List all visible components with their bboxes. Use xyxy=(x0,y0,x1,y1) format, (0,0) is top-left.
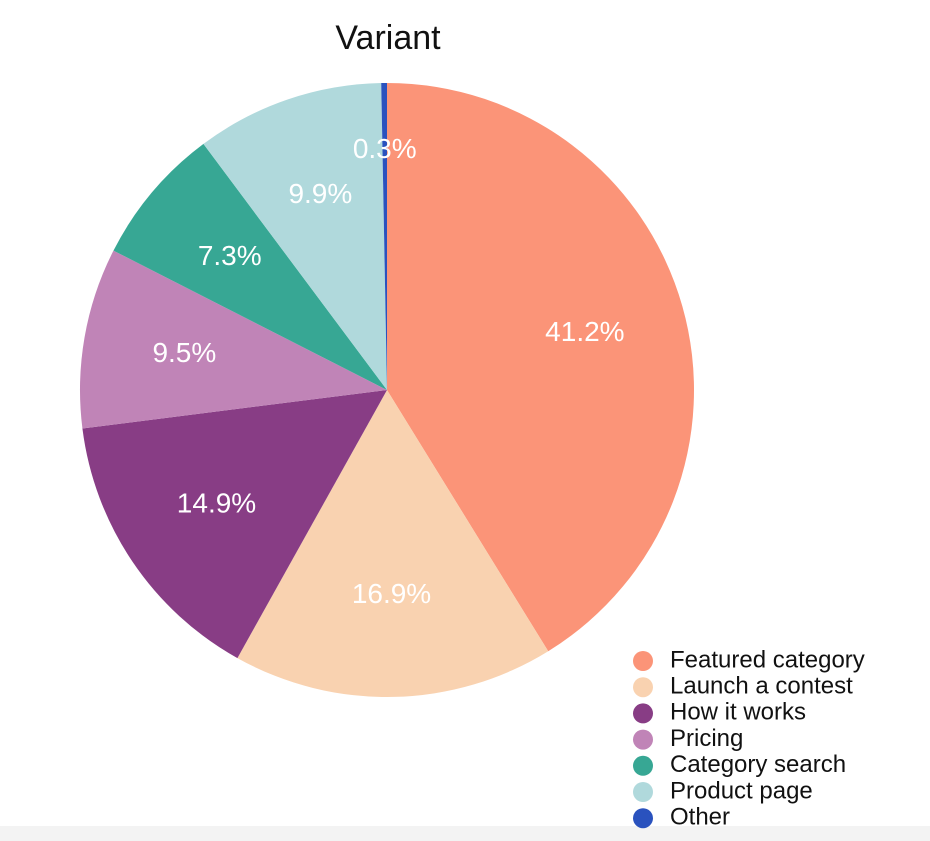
slice-labels: 41.2% 16.9% 14.9% 9.5% 7.3% 9.9%0.3% xyxy=(152,133,624,609)
bottom-strip xyxy=(0,826,930,841)
legend-marker xyxy=(633,677,653,698)
legend-marker xyxy=(633,703,653,724)
slice xyxy=(113,143,387,390)
legend-label: Category search xyxy=(670,751,846,778)
legend-label: Product page xyxy=(670,777,813,804)
chart-title: Variant xyxy=(335,19,441,57)
slice xyxy=(203,83,387,390)
slice xyxy=(82,390,388,659)
slice-label: 9.5% xyxy=(152,337,216,368)
legend-label: Launch a contest xyxy=(670,673,853,700)
slice-label: 7.3% xyxy=(198,240,262,271)
slice xyxy=(79,250,387,429)
legend-marker xyxy=(633,729,653,750)
slice-label: 9.9% xyxy=(288,178,352,209)
legend-marker xyxy=(633,651,653,671)
slice xyxy=(237,390,549,697)
slice xyxy=(387,83,694,652)
slice xyxy=(381,83,387,390)
slice-label: 14.9% xyxy=(177,487,256,518)
legend-marker xyxy=(633,808,653,829)
legend-label: How it works xyxy=(670,699,806,726)
pie xyxy=(79,83,694,697)
legend-marker xyxy=(633,755,653,776)
slice-label: 41.2% xyxy=(545,316,624,347)
slice-label: 0.3% xyxy=(353,133,417,164)
slice-label: 16.9% xyxy=(352,578,431,609)
legend-label: Featured category xyxy=(670,646,865,673)
legend-marker xyxy=(633,782,653,802)
legend-label: Pricing xyxy=(670,725,743,752)
legend-label: Other xyxy=(670,804,730,831)
